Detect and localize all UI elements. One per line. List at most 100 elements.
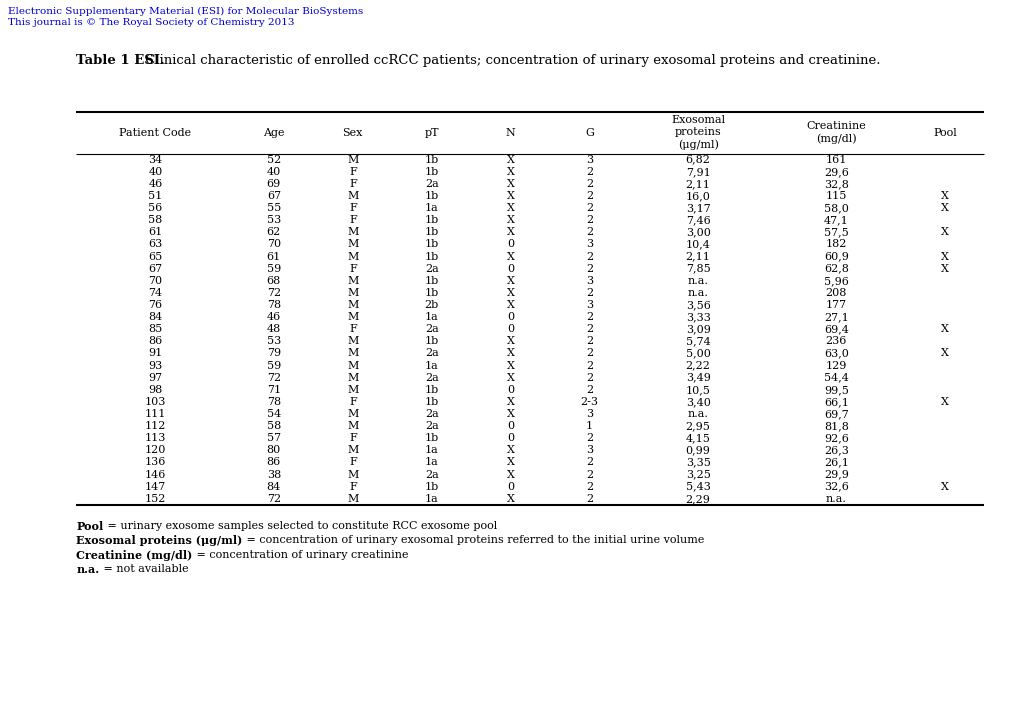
Text: 7,46: 7,46 <box>685 215 710 225</box>
Text: 3,09: 3,09 <box>685 324 710 335</box>
Text: 2: 2 <box>586 360 593 371</box>
Text: M: M <box>346 348 358 358</box>
Text: 147: 147 <box>145 482 166 492</box>
Text: 5,00: 5,00 <box>685 348 710 358</box>
Text: 68: 68 <box>266 275 280 286</box>
Text: Age: Age <box>263 128 284 138</box>
Text: 70: 70 <box>148 275 162 286</box>
Text: 92,6: 92,6 <box>823 433 848 443</box>
Text: Exosomal proteins (μg/ml): Exosomal proteins (μg/ml) <box>76 535 243 546</box>
Text: 6,82: 6,82 <box>685 154 710 164</box>
Text: M: M <box>346 227 358 237</box>
Text: 2,11: 2,11 <box>685 179 710 189</box>
Text: 38: 38 <box>266 469 280 479</box>
Text: Electronic Supplementary Material (ESI) for Molecular BioSystems: Electronic Supplementary Material (ESI) … <box>8 7 363 17</box>
Text: Patient Code: Patient Code <box>119 128 192 138</box>
Text: 86: 86 <box>266 457 280 467</box>
Text: 98: 98 <box>148 385 162 395</box>
Text: F: F <box>348 167 357 177</box>
Text: 2a: 2a <box>425 469 438 479</box>
Text: 2a: 2a <box>425 409 438 419</box>
Text: 57,5: 57,5 <box>823 227 848 237</box>
Text: X: X <box>506 179 515 189</box>
Text: 1b: 1b <box>424 252 438 262</box>
Text: 1b: 1b <box>424 482 438 492</box>
Text: 61: 61 <box>266 252 280 262</box>
Text: 2: 2 <box>586 191 593 201</box>
Text: 34: 34 <box>148 154 162 164</box>
Text: 60,9: 60,9 <box>823 252 848 262</box>
Text: 1: 1 <box>586 421 593 431</box>
Text: 67: 67 <box>148 264 162 274</box>
Text: X: X <box>940 482 948 492</box>
Text: 2: 2 <box>586 203 593 213</box>
Text: M: M <box>346 154 358 164</box>
Text: M: M <box>346 239 358 249</box>
Text: 3,49: 3,49 <box>685 373 710 383</box>
Text: 129: 129 <box>824 360 846 371</box>
Text: 1b: 1b <box>424 336 438 346</box>
Text: 0: 0 <box>506 421 514 431</box>
Text: n.a.: n.a. <box>687 275 708 286</box>
Text: 78: 78 <box>267 300 280 310</box>
Text: 2,29: 2,29 <box>685 494 710 504</box>
Text: F: F <box>348 482 357 492</box>
Text: 29,9: 29,9 <box>823 469 848 479</box>
Text: 51: 51 <box>148 191 162 201</box>
Text: 1b: 1b <box>424 433 438 443</box>
Text: 0,99: 0,99 <box>685 446 710 456</box>
Text: 1a: 1a <box>425 457 438 467</box>
Text: M: M <box>346 494 358 504</box>
Text: 29,6: 29,6 <box>823 167 848 177</box>
Text: X: X <box>506 469 515 479</box>
Text: 7,91: 7,91 <box>685 167 710 177</box>
Text: 26,1: 26,1 <box>823 457 848 467</box>
Text: X: X <box>506 360 515 371</box>
Text: 2: 2 <box>586 252 593 262</box>
Text: 84: 84 <box>266 482 280 492</box>
Text: 59: 59 <box>266 264 280 274</box>
Text: 81,8: 81,8 <box>823 421 848 431</box>
Text: 55: 55 <box>266 203 280 213</box>
Text: 2: 2 <box>586 348 593 358</box>
Text: Pool: Pool <box>76 521 104 531</box>
Text: X: X <box>506 275 515 286</box>
Text: 1b: 1b <box>424 167 438 177</box>
Text: 0: 0 <box>506 482 514 492</box>
Text: 7,85: 7,85 <box>685 264 710 274</box>
Text: M: M <box>346 300 358 310</box>
Text: 3,25: 3,25 <box>685 469 710 479</box>
Text: M: M <box>346 409 358 419</box>
Text: 161: 161 <box>824 154 846 164</box>
Text: = not available: = not available <box>100 564 189 574</box>
Text: M: M <box>346 191 358 201</box>
Text: 3: 3 <box>586 275 593 286</box>
Text: 2: 2 <box>586 227 593 237</box>
Text: 3: 3 <box>586 409 593 419</box>
Text: 1b: 1b <box>424 385 438 395</box>
Text: F: F <box>348 397 357 407</box>
Text: 65: 65 <box>148 252 162 262</box>
Text: X: X <box>506 409 515 419</box>
Text: Creatinine (mg/dl): Creatinine (mg/dl) <box>76 549 193 560</box>
Text: X: X <box>506 446 515 456</box>
Text: 1a: 1a <box>425 312 438 322</box>
Text: 2a: 2a <box>425 264 438 274</box>
Text: X: X <box>506 227 515 237</box>
Text: 0: 0 <box>506 385 514 395</box>
Text: 71: 71 <box>267 385 280 395</box>
Text: F: F <box>348 264 357 274</box>
Text: 86: 86 <box>148 336 162 346</box>
Text: 1b: 1b <box>424 239 438 249</box>
Text: 5,74: 5,74 <box>685 336 710 346</box>
Text: Pool: Pool <box>932 128 956 138</box>
Text: 3: 3 <box>586 239 593 249</box>
Text: M: M <box>346 469 358 479</box>
Text: 46: 46 <box>148 179 162 189</box>
Text: M: M <box>346 360 358 371</box>
Text: X: X <box>940 264 948 274</box>
Text: M: M <box>346 312 358 322</box>
Text: 72: 72 <box>267 373 280 383</box>
Text: 3,35: 3,35 <box>685 457 710 467</box>
Text: X: X <box>506 373 515 383</box>
